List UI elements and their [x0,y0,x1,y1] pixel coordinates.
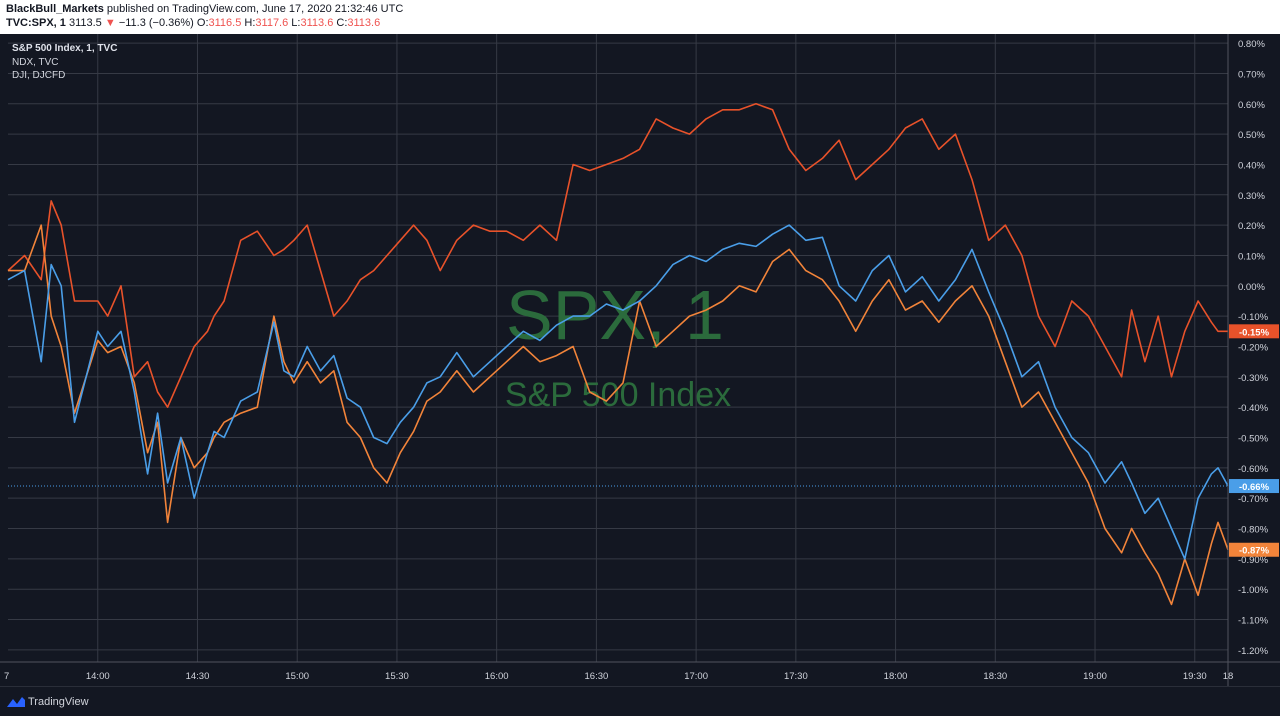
y-tick-label: 0.20% [1238,221,1265,232]
y-tick-label: -0.60% [1238,464,1269,475]
last-value-badge [1229,324,1279,339]
x-tick-label: 18 [1223,671,1234,682]
y-tick-label: 0.10% [1238,251,1265,262]
x-tick-label: 15:30 [385,671,409,682]
y-tick-label: -0.90% [1238,555,1269,566]
low-value: 3113.6 [300,17,334,29]
x-tick-label: 16:00 [485,671,509,682]
y-tick-label: 0.00% [1238,282,1265,293]
y-tick-label: 0.30% [1238,191,1265,202]
symbol-label: TVC:SPX, 1 [6,17,66,29]
close-label: C: [336,17,348,29]
close-value: 3113.6 [347,17,381,29]
x-tick-label: 16:30 [585,671,609,682]
chart-svg[interactable]: SPX, 1 S&P 500 Index 0.80% 0.70% 0.60% 0.50… [0,34,1280,686]
y-tick-label: 0.60% [1238,100,1265,111]
high-value: 3117.6 [255,17,289,29]
y-tick-label: -1.00% [1238,585,1269,596]
chart-area[interactable]: SPX, 1 S&P 500 Index 0.80% 0.70% 0.60% 0.50… [0,34,1280,686]
published-text: published on TradingView.com, June 17, 2… [106,3,404,15]
x-tick-label: 18:00 [884,671,908,682]
y-tick-label: -1.20% [1238,646,1269,657]
watermark-symbol: SPX, 1 [506,276,724,354]
x-tick-label: 15:00 [285,671,309,682]
tradingview-brand[interactable]: TradingView [28,696,89,708]
y-tick-label: 0.50% [1238,130,1265,141]
x-tick-label: 19:30 [1183,671,1207,682]
change-value: −11.3 (−0.36%) [118,17,194,29]
last-value-labels: -0.66% -0.87% -0.15% [1229,324,1279,557]
last-value-badge [1229,542,1279,557]
last-value-text: -0.66% [1239,482,1270,493]
legend-item-dji[interactable]: DJI, DJCFD [12,70,66,81]
series-line-1 [8,224,1229,606]
open-value: 3116.5 [208,17,242,29]
high-label: H: [244,17,256,29]
y-tick-label: -0.80% [1238,525,1269,536]
y-tick-label: -0.40% [1238,403,1269,414]
x-tick-label: 18:30 [983,671,1007,682]
y-tick-label: -0.50% [1238,433,1269,444]
y-tick-label: -1.10% [1238,616,1269,627]
y-axis: 0.80% 0.70% 0.60% 0.50% 0.40% 0.30% 0.20% 0.10%… [1227,34,1269,686]
author-name[interactable]: BlackBull_Markets [6,3,104,15]
x-tick-label: 19:00 [1083,671,1107,682]
ohlc-readout: TVC:SPX, 1 3113.5 ▼ −11.3 (−0.36%) O:311… [6,17,380,29]
series-lines [7,103,1229,606]
legend: S&P 500 Index, 1, TVC NDX, TVC DJI, DJCF… [12,42,117,83]
grid-lines [8,34,1228,662]
x-axis: 7 14:00 14:30 15:00 15:30 16:00 16:30 17:00 17:3… [0,661,1280,682]
x-tick-label: 7 [4,671,9,682]
open-label: O: [196,17,209,29]
x-tick-label: 14:30 [186,671,210,682]
y-tick-label: 0.70% [1238,69,1265,80]
change-down-icon: ▼ [104,17,116,29]
tradingview-logo-icon[interactable] [6,695,26,709]
series-line-0 [7,224,1229,560]
series-line-2 [7,103,1228,409]
watermark-name: S&P 500 Index [505,376,731,414]
x-tick-label: 17:00 [684,671,708,682]
last-value-text: -0.87% [1239,546,1270,557]
legend-item-ndx[interactable]: NDX, TVC [12,56,59,68]
legend-item-spx[interactable]: S&P 500 Index, 1, TVC [12,43,118,54]
x-tick-label: 17:30 [784,671,808,682]
y-tick-label: -0.70% [1238,494,1269,505]
last-value-badge [1229,479,1279,494]
footer-bar: TradingView [0,686,1280,716]
x-tick-label: 14:00 [86,671,110,682]
y-tick-label: -0.20% [1238,342,1269,353]
publish-info: BlackBull_Markets published on TradingVi… [6,3,403,15]
y-tick-label: -0.10% [1238,312,1269,323]
y-tick-label: -0.30% [1238,373,1269,384]
y-tick-label: 0.40% [1238,160,1265,171]
last-price: 3113.5 [68,17,102,29]
publish-header: BlackBull_Markets published on TradingVi… [0,0,1280,34]
y-tick-label: 0.80% [1238,39,1265,50]
last-value-text: -0.15% [1239,327,1270,338]
low-label: L: [291,17,301,29]
